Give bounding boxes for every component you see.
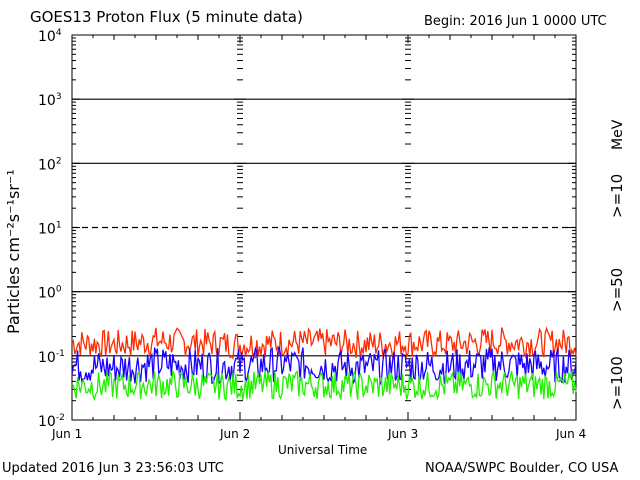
legend-ge100: >=100	[608, 356, 626, 410]
x-tick-label: Jun 1	[52, 427, 83, 441]
y-axis-label: Particles cm⁻²s⁻¹sr⁻¹	[4, 169, 23, 334]
chart-title: GOES13 Proton Flux (5 minute data)	[30, 8, 303, 26]
energy-unit-label: MeV	[610, 119, 626, 150]
legend-ge10: >=10	[608, 173, 626, 218]
series-line-2	[71, 369, 577, 402]
x-tick-label: Jun 3	[388, 427, 419, 441]
credit-text: NOAA/SWPC Boulder, CO USA	[425, 461, 619, 476]
x-axis-label: Universal Time	[278, 443, 368, 457]
y-tick-label: 102	[38, 156, 62, 173]
y-tick-label: 103	[38, 92, 62, 109]
series-line-0	[71, 326, 577, 360]
begin-time: Begin: 2016 Jun 1 0000 UTC	[424, 14, 607, 29]
y-tick-label: 104	[38, 28, 62, 45]
x-tick-label: Jun 4	[556, 427, 587, 441]
y-tick-label: 101	[38, 221, 62, 238]
series-line-1	[71, 346, 577, 385]
legend-ge50: >=50	[608, 267, 626, 312]
x-tick-label: Jun 2	[220, 427, 251, 441]
y-tick-label: 10-1	[38, 349, 65, 366]
y-tick-label: 100	[38, 285, 62, 302]
updated-timestamp: Updated 2016 Jun 3 23:56:03 UTC	[2, 461, 224, 476]
